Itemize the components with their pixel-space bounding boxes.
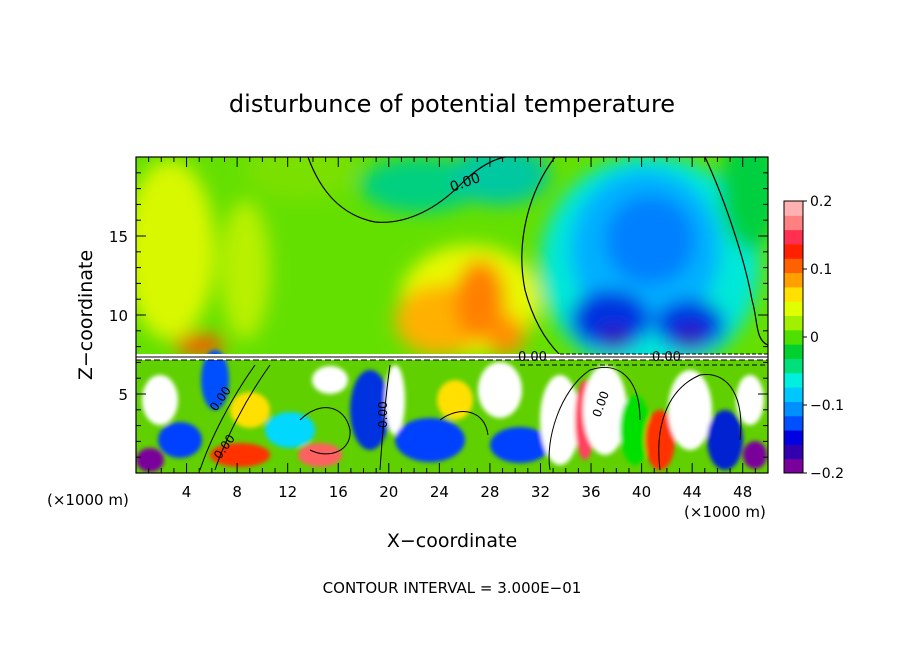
colorbar-segment: [784, 329, 803, 345]
colorbar-segment: [784, 201, 803, 216]
y-tick-label: 15: [109, 228, 128, 246]
x-tick-label: 40: [632, 483, 651, 501]
colorbar-segment: [784, 444, 803, 460]
colorbar-segment: [784, 344, 803, 359]
x-tick-label: 16: [329, 483, 348, 501]
colorbar-tick-label: −0.2: [810, 466, 844, 482]
plot-area: 0.00 0.00 0.00 0.00 0.00 0.00 0.00: [136, 157, 768, 473]
contour-upper-c: [704, 157, 768, 346]
y-tick-label: 5: [118, 386, 128, 404]
colorbar: 0.2 0.1 0 −0.1 −0.2: [783, 194, 844, 482]
x-tick-label: 44: [683, 483, 702, 501]
contour-interval-note: CONTOUR INTERVAL = 3.000E−01: [323, 579, 582, 597]
x-unit-left: (×1000 m): [47, 491, 129, 509]
contour-label: 0.00: [376, 401, 390, 428]
y-axis-label: Z−coordinate: [75, 250, 97, 380]
colorbar-segment: [784, 286, 803, 302]
contour-upper-b: [521, 157, 561, 356]
colorbar-segment: [784, 458, 803, 474]
colorbar-tick-label: 0: [810, 330, 819, 346]
colorbar-segment: [784, 272, 803, 288]
x-axis-label: X−coordinate: [387, 530, 517, 552]
colorbar-tick-label: −0.1: [810, 398, 844, 414]
colorbar-segment: [784, 215, 803, 231]
interface-contours: [136, 353, 768, 366]
colorbar-segment: [784, 430, 803, 445]
contour-label: 0.00: [518, 350, 547, 365]
colorbar-segment: [784, 387, 803, 402]
colorbar-segment: [784, 372, 803, 388]
x-tick-label: 20: [379, 483, 398, 501]
x-axis-ticks: 4 8 12 16 20 24 28 32 36 40 44 48: [148, 157, 756, 501]
chart-title: disturbunce of potential temperature: [229, 90, 675, 118]
x-tick-label: 48: [733, 483, 752, 501]
colorbar-segment: [784, 301, 803, 317]
colorbar-segment: [784, 401, 803, 417]
colorbar-segment: [784, 315, 803, 331]
colorbar-tick-label: 0.1: [810, 262, 832, 278]
contour-upper-a: [307, 157, 506, 223]
x-tick-label: 8: [232, 483, 242, 501]
colorbar-tick-label: 0.2: [810, 194, 832, 210]
colorbar-segment: [784, 243, 803, 259]
upper-field: [136, 157, 768, 375]
contour-label: 0.00: [652, 350, 681, 365]
x-tick-label: 24: [430, 483, 449, 501]
colorbar-segment: [784, 229, 803, 245]
colorbar-segment: [784, 258, 803, 274]
colorbar-segment: [784, 358, 803, 374]
lower-contours: [199, 364, 742, 471]
x-unit-right: (×1000 m): [684, 503, 766, 521]
x-tick-label: 28: [480, 483, 499, 501]
y-axis-ticks: 5 10 15: [109, 172, 768, 458]
x-tick-label: 12: [278, 483, 297, 501]
y-tick-label: 10: [109, 307, 128, 325]
x-tick-label: 4: [182, 483, 192, 501]
lower-field: [136, 350, 767, 472]
x-tick-label: 32: [531, 483, 550, 501]
colorbar-segment: [784, 415, 803, 431]
x-tick-label: 36: [581, 483, 600, 501]
